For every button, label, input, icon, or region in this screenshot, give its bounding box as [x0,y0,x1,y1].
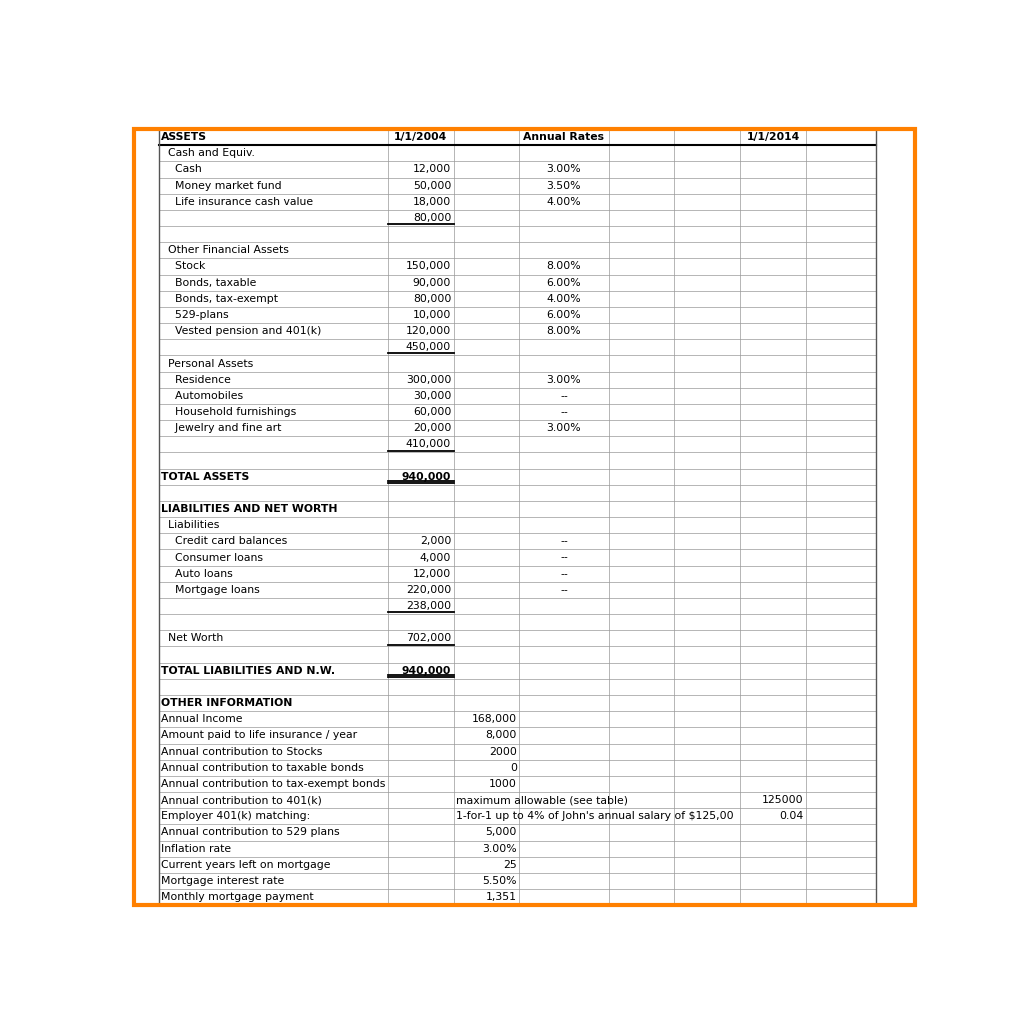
Text: 20,000: 20,000 [413,423,452,433]
Text: Auto loans: Auto loans [162,568,233,579]
Text: Annual contribution to 529 plans: Annual contribution to 529 plans [162,827,340,838]
Text: TOTAL ASSETS: TOTAL ASSETS [162,472,250,481]
Text: Current years left on mortgage: Current years left on mortgage [162,860,331,869]
Text: 940,000: 940,000 [401,472,452,481]
Text: --: -- [560,585,568,595]
Text: 6.00%: 6.00% [547,310,582,319]
Text: 90,000: 90,000 [413,278,452,288]
Text: Annual contribution to taxable bonds: Annual contribution to taxable bonds [162,763,365,773]
Text: Money market fund: Money market fund [162,180,282,190]
Text: 238,000: 238,000 [407,601,452,611]
Text: 6.00%: 6.00% [547,278,582,288]
Text: 3.50%: 3.50% [547,180,582,190]
Text: 18,000: 18,000 [413,197,452,207]
Text: 0: 0 [510,763,517,773]
Text: Credit card balances: Credit card balances [162,537,288,547]
Text: 5,000: 5,000 [485,827,517,838]
Text: 529-plans: 529-plans [162,310,229,319]
Text: 450,000: 450,000 [406,342,452,352]
Text: Annual contribution to 401(k): Annual contribution to 401(k) [162,795,323,805]
Text: 410,000: 410,000 [406,439,452,450]
Text: Bonds, tax-exempt: Bonds, tax-exempt [162,294,279,304]
Text: Stock: Stock [162,261,206,271]
Text: Other Financial Assets: Other Financial Assets [162,246,289,255]
Text: 125000: 125000 [762,795,804,805]
Text: Cash: Cash [162,165,202,174]
Text: Life insurance cash value: Life insurance cash value [162,197,313,207]
Text: 0.04: 0.04 [779,811,804,821]
Text: 1000: 1000 [489,779,517,788]
Text: 940,000: 940,000 [401,666,452,676]
Text: --: -- [560,568,568,579]
Text: 150,000: 150,000 [406,261,452,271]
Text: LIABILITIES AND NET WORTH: LIABILITIES AND NET WORTH [162,504,338,514]
Text: 3.00%: 3.00% [482,844,517,854]
Text: 60,000: 60,000 [413,407,452,417]
Text: --: -- [560,407,568,417]
Text: Monthly mortgage payment: Monthly mortgage payment [162,892,314,902]
Text: OTHER INFORMATION: OTHER INFORMATION [162,698,293,708]
Text: 30,000: 30,000 [413,391,452,400]
Text: 4.00%: 4.00% [547,294,582,304]
Text: 168,000: 168,000 [472,715,517,724]
Text: Mortgage interest rate: Mortgage interest rate [162,876,285,886]
Text: 80,000: 80,000 [413,213,452,223]
Text: TOTAL LIABILITIES AND N.W.: TOTAL LIABILITIES AND N.W. [162,666,336,676]
Text: --: -- [560,553,568,562]
Text: Consumer loans: Consumer loans [162,553,263,562]
Text: Household furnishings: Household furnishings [162,407,297,417]
Text: 3.00%: 3.00% [547,423,582,433]
Text: Residence: Residence [162,375,231,385]
Text: 4.00%: 4.00% [547,197,582,207]
Text: Annual Rates: Annual Rates [523,132,604,142]
Text: 8,000: 8,000 [485,730,517,740]
Text: 120,000: 120,000 [406,327,452,336]
Text: 5.50%: 5.50% [482,876,517,886]
Text: maximum allowable (see table): maximum allowable (see table) [456,795,628,805]
Text: 220,000: 220,000 [406,585,452,595]
Text: Amount paid to life insurance / year: Amount paid to life insurance / year [162,730,357,740]
Text: Cash and Equiv.: Cash and Equiv. [162,148,255,159]
Text: 12,000: 12,000 [413,568,452,579]
Text: 80,000: 80,000 [413,294,452,304]
Text: 1,351: 1,351 [486,892,517,902]
Text: 10,000: 10,000 [413,310,452,319]
Text: Liabilities: Liabilities [162,520,220,530]
Text: Personal Assets: Personal Assets [162,358,254,369]
Text: Mortgage loans: Mortgage loans [162,585,260,595]
Text: 1-for-1 up to 4% of John's annual salary of $125,00: 1-for-1 up to 4% of John's annual salary… [456,811,733,821]
Text: 3.00%: 3.00% [547,375,582,385]
Text: 12,000: 12,000 [413,165,452,174]
Text: Vested pension and 401(k): Vested pension and 401(k) [162,327,322,336]
Text: 2,000: 2,000 [420,537,452,547]
Text: 4,000: 4,000 [420,553,452,562]
Text: Annual contribution to Stocks: Annual contribution to Stocks [162,746,323,757]
Text: --: -- [560,537,568,547]
Text: 8.00%: 8.00% [547,261,582,271]
Text: Annual Income: Annual Income [162,715,243,724]
Text: 50,000: 50,000 [413,180,452,190]
Text: 8.00%: 8.00% [547,327,582,336]
Text: Automobiles: Automobiles [162,391,244,400]
Text: Jewelry and fine art: Jewelry and fine art [162,423,282,433]
Text: 3.00%: 3.00% [547,165,582,174]
Text: ASSETS: ASSETS [162,132,207,142]
Text: 2000: 2000 [489,746,517,757]
Text: 25: 25 [504,860,517,869]
Text: Employer 401(k) matching:: Employer 401(k) matching: [162,811,310,821]
Text: Net Worth: Net Worth [162,634,223,643]
Text: --: -- [560,391,568,400]
Text: Inflation rate: Inflation rate [162,844,231,854]
Text: 1/1/2004: 1/1/2004 [394,132,447,142]
Text: 1/1/2014: 1/1/2014 [746,132,800,142]
Text: Bonds, taxable: Bonds, taxable [162,278,257,288]
Text: 300,000: 300,000 [406,375,452,385]
Text: Annual contribution to tax-exempt bonds: Annual contribution to tax-exempt bonds [162,779,386,788]
Text: 702,000: 702,000 [406,634,452,643]
